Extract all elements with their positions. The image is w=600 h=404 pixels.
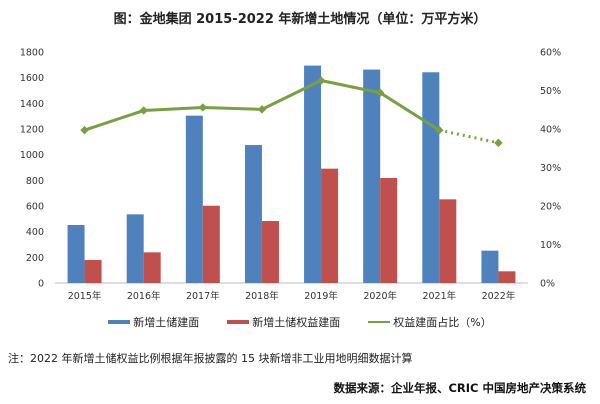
line-marker — [80, 125, 89, 135]
x-tick-label: 2015年 — [68, 290, 102, 302]
bar-new-land — [422, 72, 440, 283]
y2-tick-label: 20% — [540, 202, 561, 213]
footnote: 注：2022 年新增土储权益比例根据年报披露的 15 块新增非工业用地明细数据计… — [8, 352, 413, 365]
y-tick-label: 400 — [26, 227, 44, 238]
bar-equity-land — [498, 271, 516, 283]
bar-new-land — [126, 214, 144, 283]
y2-tick-label: 10% — [540, 240, 561, 251]
bar-new-land — [185, 115, 203, 283]
y-tick-label: 1400 — [20, 99, 44, 110]
bar-equity-land — [202, 205, 220, 283]
x-tick-label: 2020年 — [363, 290, 397, 302]
legend-label: 权益建面占比（%） — [393, 316, 492, 329]
legend-item-equity-land: 新增土储权益建面 — [227, 314, 340, 330]
y-tick-label: 1000 — [20, 150, 44, 161]
legend-item-new-land: 新增土储建面 — [108, 314, 199, 330]
legend-swatch-blue — [108, 320, 131, 324]
x-tick-label: 2018年 — [245, 290, 279, 302]
y2-tick-label: 60% — [540, 48, 561, 59]
line-marker — [257, 105, 267, 114]
y-tick-label: 600 — [26, 202, 44, 213]
y2-tick-label: 0% — [540, 279, 555, 290]
legend-label: 新增土储建面 — [133, 316, 200, 329]
bar-new-land — [363, 69, 381, 283]
x-tick-label: 2022年 — [482, 290, 516, 302]
y-tick-label: 1800 — [20, 48, 44, 59]
chart-title: 图：金地集团 2015-2022 年新增土地情况（单位：万平方米） — [113, 12, 487, 27]
line-marker — [198, 103, 208, 112]
bar-new-land — [67, 224, 85, 283]
y2-tick-label: 40% — [540, 125, 561, 136]
line-marker — [375, 88, 385, 98]
bar-equity-land — [321, 168, 339, 283]
line-marker — [139, 106, 148, 115]
y-tick-label: 1600 — [20, 73, 44, 84]
legend-item-equity-ratio: 权益建面占比（%） — [368, 314, 492, 330]
legend-label: 新增土储权益建面 — [252, 316, 341, 329]
y2-tick-label: 50% — [540, 86, 561, 97]
data-source: 数据来源：企业年报、CRIC 中国房地产决策系统 — [333, 381, 586, 395]
x-tick-label: 2016年 — [127, 290, 161, 302]
x-tick-label: 2021年 — [422, 290, 456, 302]
y-tick-label: 1200 — [20, 125, 44, 136]
bar-new-land — [244, 145, 262, 283]
x-tick-label: 2017年 — [186, 290, 220, 302]
line-marker — [494, 138, 503, 148]
legend-swatch-green-line — [368, 321, 391, 323]
y-tick-label: 200 — [26, 253, 44, 264]
bar-new-land — [481, 250, 499, 283]
legend: 新增土储建面 新增土储权益建面 权益建面占比（%） — [0, 314, 600, 330]
y2-tick-label: 30% — [540, 163, 561, 174]
y-tick-label: 0 — [38, 279, 44, 290]
bar-equity-land — [380, 178, 398, 283]
bar-new-land — [304, 65, 322, 283]
bar-equity-land — [84, 260, 102, 283]
x-tick-label: 2019年 — [304, 290, 338, 302]
bar-equity-land — [439, 199, 457, 283]
bar-equity-land — [143, 252, 161, 283]
bar-equity-land — [261, 221, 279, 283]
line-marker — [435, 125, 444, 135]
legend-swatch-red — [227, 320, 250, 324]
line-equity-ratio-forecast — [438, 128, 499, 145]
y-tick-label: 800 — [26, 176, 44, 187]
line-marker — [316, 76, 326, 85]
